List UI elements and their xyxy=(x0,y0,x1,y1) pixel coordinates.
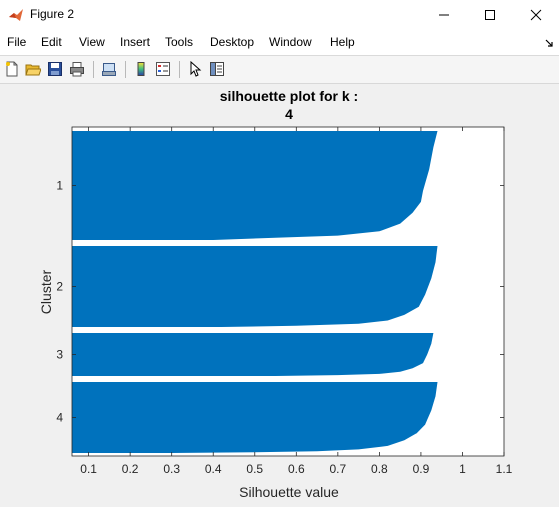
x-tick-label: 0.7 xyxy=(330,462,347,476)
save-icon xyxy=(48,62,62,76)
close-button[interactable] xyxy=(513,0,559,30)
figure-toolbar xyxy=(0,56,559,84)
link-icon xyxy=(102,63,116,76)
silhouette-bar-cluster-1 xyxy=(72,131,438,240)
menu-bar: File Edit View Insert Tools Desktop Wind… xyxy=(0,30,559,56)
x-tick-label: 0.9 xyxy=(413,462,430,476)
print-button[interactable] xyxy=(67,59,87,79)
window-titlebar: Figure 2 xyxy=(0,0,559,30)
open-file-button[interactable] xyxy=(23,59,43,79)
x-tick-label: 0.5 xyxy=(246,462,263,476)
x-axis-label: Silhouette value xyxy=(239,484,339,500)
chart-title-line1: silhouette plot for k : xyxy=(220,88,358,104)
close-icon xyxy=(530,9,542,21)
colorbar-icon xyxy=(137,62,145,76)
x-tick-label: 0.2 xyxy=(122,462,139,476)
link-button[interactable] xyxy=(99,59,119,79)
minimize-button[interactable] xyxy=(421,0,467,30)
toolbar-separator xyxy=(93,61,94,78)
figure-canvas: silhouette plot for k : 4 0.1 0.2 0.3 0.4 0.… xyxy=(0,84,559,502)
print-icon xyxy=(70,62,84,77)
y-tick-label: 2 xyxy=(56,280,63,294)
menu-window[interactable]: Window xyxy=(269,35,312,49)
minimize-icon xyxy=(439,14,449,16)
x-tick-label: 1 xyxy=(459,462,466,476)
maximize-button[interactable] xyxy=(467,0,513,30)
property-editor-icon xyxy=(210,62,224,76)
new-figure-icon xyxy=(6,61,18,77)
menu-insert[interactable]: Insert xyxy=(120,35,151,49)
pointer-button[interactable] xyxy=(185,59,205,79)
legend-icon xyxy=(156,62,170,76)
x-tick-label: 0.8 xyxy=(371,462,388,476)
silhouette-chart[interactable]: silhouette plot for k : 4 0.1 0.2 0.3 0.4 0.… xyxy=(0,84,559,502)
matlab-logo-icon xyxy=(9,9,23,21)
toolbar-separator xyxy=(125,61,126,78)
x-tick-label: 0.3 xyxy=(163,462,180,476)
property-editor-button[interactable] xyxy=(207,59,227,79)
silhouette-bar-cluster-3 xyxy=(72,333,434,376)
x-tick-label: 0.1 xyxy=(80,462,97,476)
maximize-icon xyxy=(485,10,495,20)
y-axis-label: Cluster xyxy=(38,269,54,314)
silhouette-bar-cluster-4 xyxy=(72,382,438,453)
pointer-icon xyxy=(190,61,202,77)
window-title: Figure 2 xyxy=(30,7,75,21)
y-tick-label: 3 xyxy=(56,348,63,362)
menu-view[interactable]: View xyxy=(79,35,105,49)
silhouette-bar-cluster-2 xyxy=(72,246,438,327)
plot-border xyxy=(71,126,505,457)
menu-edit[interactable]: Edit xyxy=(41,35,62,49)
toolbar-separator xyxy=(179,61,180,78)
y-tick-label: 1 xyxy=(56,179,63,193)
menu-desktop[interactable]: Desktop xyxy=(210,35,255,49)
colorbar-button[interactable] xyxy=(131,59,151,79)
y-tick-label: 4 xyxy=(56,411,63,425)
open-file-icon xyxy=(25,64,41,76)
chart-title-line2: 4 xyxy=(285,106,293,122)
legend-button[interactable] xyxy=(153,59,173,79)
new-figure-button[interactable] xyxy=(2,59,22,79)
x-tick-label: 0.6 xyxy=(288,462,305,476)
dock-arrow-icon[interactable] xyxy=(545,39,554,48)
menu-tools[interactable]: Tools xyxy=(165,35,194,49)
x-tick-label: 1.1 xyxy=(496,462,513,476)
menu-file[interactable]: File xyxy=(7,35,27,49)
x-tick-label: 0.4 xyxy=(205,462,222,476)
menu-help[interactable]: Help xyxy=(330,35,355,49)
save-button[interactable] xyxy=(45,59,65,79)
